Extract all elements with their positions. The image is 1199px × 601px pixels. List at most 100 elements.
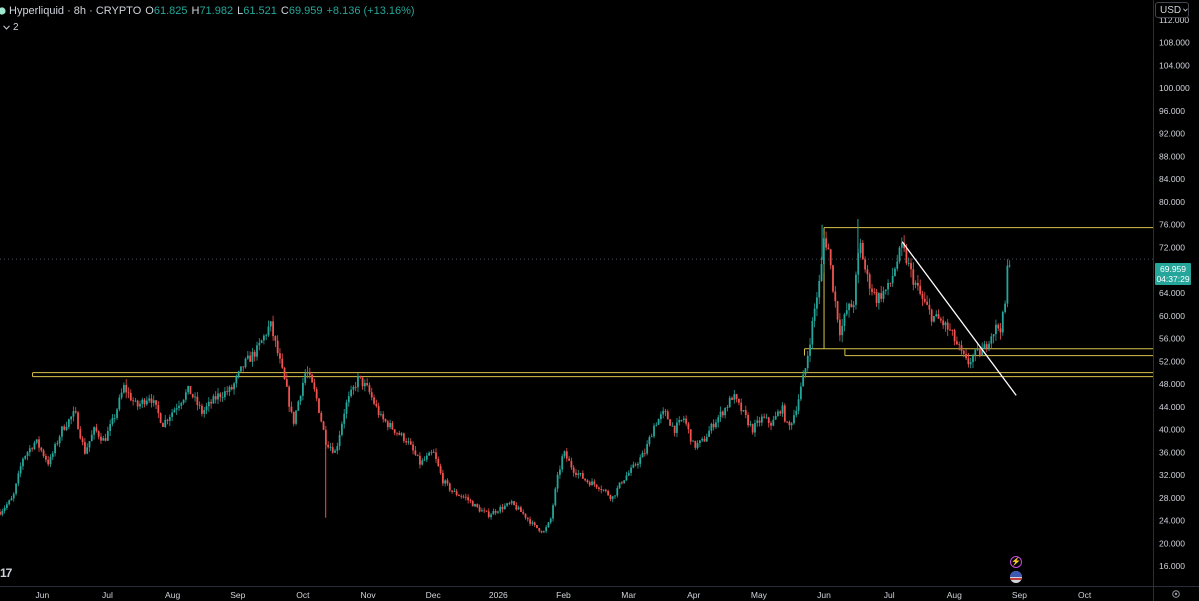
candle-body (836, 301, 839, 320)
y-tick-label: 92.000 (1159, 129, 1185, 139)
candle-body (182, 399, 185, 404)
candle-body (637, 463, 639, 466)
candle-body (581, 473, 584, 479)
y-tick-label: 80.000 (1159, 197, 1185, 207)
candle-body (843, 314, 846, 326)
candle-body (446, 480, 449, 484)
candle-body (783, 405, 786, 422)
candle-body (916, 282, 919, 286)
y-tick-label: 24.000 (1159, 516, 1185, 526)
candle-body (692, 440, 694, 442)
candle-body (494, 511, 497, 513)
candle-body (524, 513, 527, 518)
candle-body (834, 291, 837, 302)
candle-body (747, 415, 749, 426)
candle-body (643, 452, 646, 454)
indicators-count: 2 (13, 21, 19, 33)
candle-body (802, 374, 805, 387)
candle-body (547, 522, 550, 528)
candle-body (274, 336, 277, 341)
candle-body (774, 415, 777, 420)
candle-body (435, 452, 437, 460)
x-tick-label: Nov (360, 590, 376, 600)
candle-body (329, 447, 332, 448)
candle-body (38, 439, 40, 448)
candle-body (272, 321, 274, 337)
y-tick-label: 84.000 (1159, 174, 1185, 184)
candle-body (760, 416, 763, 423)
candle-body (237, 371, 240, 377)
candle-body (703, 438, 706, 442)
candle-body (967, 358, 970, 365)
candle-body (538, 528, 541, 532)
candle-body (72, 411, 75, 417)
candle-body (825, 238, 828, 248)
candle-body (749, 424, 752, 426)
candle-body (641, 452, 644, 458)
candle-body (26, 452, 29, 456)
candle-body (999, 328, 1002, 333)
candle-body (598, 487, 600, 490)
candle-body (648, 437, 651, 445)
candle-body (988, 343, 990, 349)
candle-body (708, 430, 710, 437)
candle-body (923, 298, 926, 302)
candle-body (375, 403, 378, 407)
candle-body (997, 324, 1000, 329)
candle-body (960, 345, 963, 351)
candle-body (451, 490, 453, 492)
candle-body (343, 413, 346, 424)
candle-body (591, 481, 593, 486)
candle-body (884, 289, 887, 292)
candle-body (689, 429, 692, 442)
candle-body (951, 330, 954, 331)
currency-button[interactable]: USD (1155, 2, 1189, 18)
candle-body (414, 450, 417, 455)
y-tick-label: 40.000 (1159, 425, 1185, 435)
candle-body (939, 318, 942, 321)
candle-body (595, 484, 598, 488)
candle-body (526, 517, 529, 520)
event-lightning-icon[interactable]: ⚡ (1010, 556, 1022, 568)
candle-body (719, 411, 722, 418)
candle-body (852, 304, 855, 308)
candle-body (781, 405, 784, 414)
symbol-title[interactable]: Hyperliquid · 8h · CRYPTO (9, 5, 142, 17)
candle-body (969, 362, 972, 365)
high-value: 71.982 (199, 5, 234, 17)
tradingview-logo[interactable]: 17 (0, 566, 12, 580)
candle-body (77, 412, 79, 430)
candle-body (873, 292, 876, 293)
candle-body (542, 531, 545, 533)
y-tick-label: 28.000 (1159, 493, 1185, 503)
candle-body (965, 353, 967, 359)
candle-body (352, 387, 355, 390)
candle-body (336, 446, 339, 451)
settings-gear-icon[interactable] (1171, 589, 1181, 599)
candle-body (946, 322, 949, 330)
x-tick-label: Jul (102, 590, 113, 600)
candle-body (8, 500, 11, 505)
candle-body (545, 527, 548, 532)
x-tick-label: Jul (884, 590, 895, 600)
x-tick-label: 2026 (489, 590, 508, 600)
candle-body (102, 438, 105, 441)
candle-body (857, 253, 860, 275)
candle-body (632, 464, 635, 468)
candle-body (267, 326, 270, 336)
event-us-flag-icon[interactable] (1010, 571, 1022, 583)
candle-body (738, 399, 740, 403)
candle-body (751, 424, 754, 433)
candle-body (246, 355, 249, 359)
candle-body (292, 411, 295, 424)
candle-body (717, 417, 720, 423)
candle-body (483, 510, 486, 512)
x-tick-label: May (751, 590, 768, 600)
candle-body (398, 433, 401, 435)
y-tick-label: 112.000 (1159, 15, 1189, 25)
candle-body (338, 434, 341, 447)
candle-body (460, 495, 463, 497)
indicators-toggle[interactable]: 2 (0, 20, 22, 34)
candle-body (345, 402, 348, 414)
